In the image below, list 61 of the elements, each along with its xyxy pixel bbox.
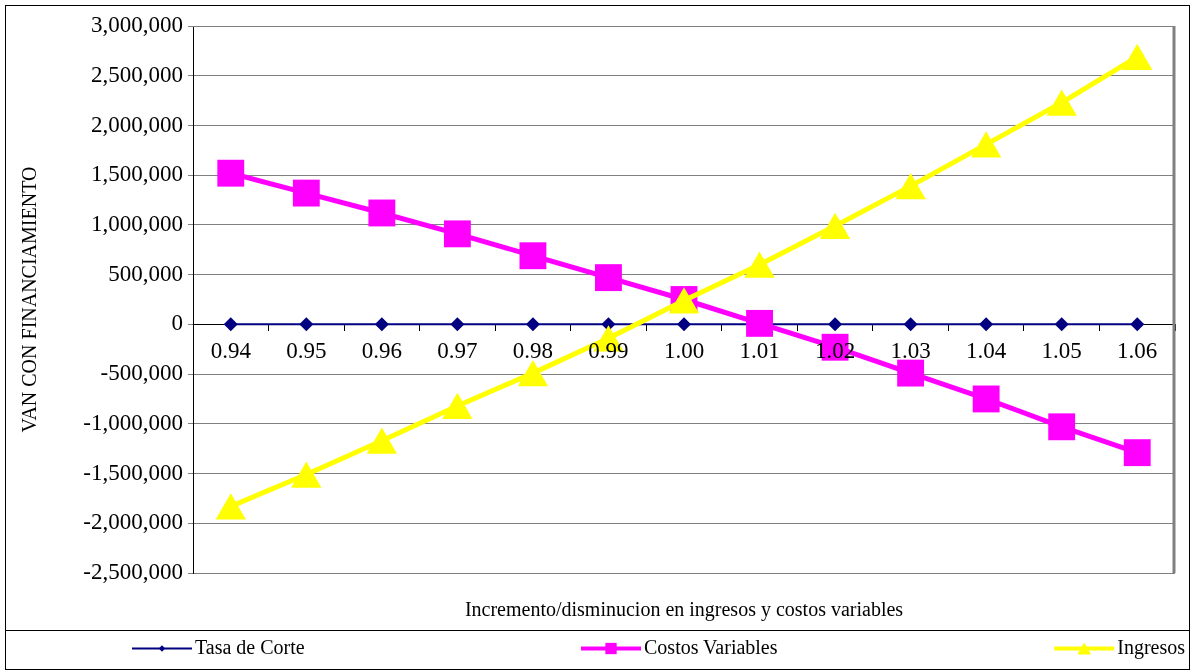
point <box>374 317 389 332</box>
point <box>746 309 773 337</box>
x-tick-label: 1.03 <box>890 338 931 364</box>
point <box>519 242 547 270</box>
x-tick-label: 1.01 <box>739 338 780 364</box>
point <box>595 264 622 292</box>
point <box>1130 317 1145 332</box>
point <box>1122 43 1153 70</box>
point <box>450 317 465 332</box>
point <box>971 131 1002 158</box>
y-tick-label: 2,000,000 <box>91 111 183 137</box>
y-tick-label: 3,000,000 <box>91 12 183 38</box>
point <box>828 317 843 332</box>
y-tick-label: 1,000,000 <box>91 210 183 236</box>
y-tick-label: -2,000,000 <box>83 509 183 535</box>
x-tick-label: 0.94 <box>210 338 252 364</box>
x-tick-label: 1.04 <box>966 338 1007 364</box>
x-tick-label: 1.00 <box>663 338 705 364</box>
point <box>223 317 238 332</box>
point <box>443 220 471 248</box>
legend-label: Tasa de Corte <box>195 635 305 658</box>
y-tick-label: -1,500,000 <box>83 459 183 485</box>
point <box>368 199 396 227</box>
point <box>819 212 851 240</box>
point <box>895 173 926 200</box>
x-tick-label: 1.05 <box>1041 338 1082 364</box>
point <box>442 392 473 420</box>
x-axis-title: Incremento/disminucion en ingresos y costos variables <box>464 598 904 622</box>
y-tick-label: 2,500,000 <box>91 61 183 87</box>
point <box>1123 439 1151 467</box>
point <box>979 317 994 332</box>
legend-label: Costos Variables <box>644 635 778 658</box>
point <box>291 461 322 488</box>
y-tick-label: 0 <box>171 310 183 336</box>
point <box>525 317 540 332</box>
y-tick-label: -2,500,000 <box>83 559 183 585</box>
point <box>972 385 1000 413</box>
point <box>215 493 246 520</box>
y-tick-label: 500,000 <box>108 260 183 286</box>
point <box>744 251 775 278</box>
y-axis-title: VAN CON FINANCIAMIENTO <box>18 166 41 433</box>
legend-label: Ingresos <box>1117 635 1186 659</box>
y-tick-label: -500,000 <box>100 360 183 386</box>
point <box>292 179 320 207</box>
point <box>299 317 314 332</box>
x-tick-label: 1.06 <box>1117 338 1158 364</box>
point <box>517 359 549 387</box>
point <box>217 159 245 187</box>
y-tick-label: 1,500,000 <box>91 161 183 187</box>
x-tick-label: 0.97 <box>437 338 478 364</box>
x-tick-label: 0.95 <box>286 338 327 364</box>
point <box>903 317 918 332</box>
point <box>1046 89 1077 116</box>
y-tick-label: -1,000,000 <box>83 409 183 435</box>
point <box>1054 317 1069 332</box>
point <box>366 427 397 454</box>
x-tick-label: 0.96 <box>361 338 402 364</box>
point <box>677 317 691 332</box>
point <box>1048 413 1076 441</box>
x-tick-label: 0.98 <box>512 338 554 364</box>
point <box>897 359 925 387</box>
